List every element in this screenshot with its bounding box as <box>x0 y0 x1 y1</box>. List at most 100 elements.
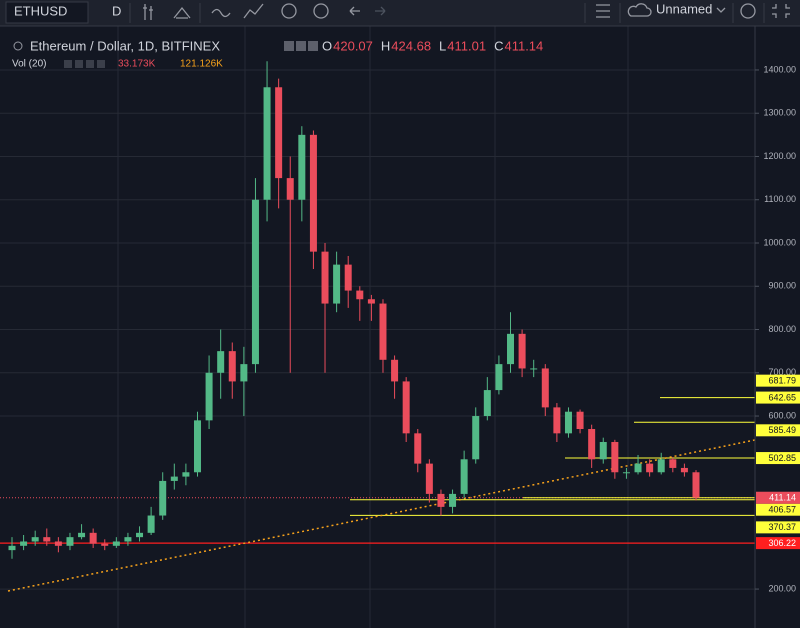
candle-body <box>101 543 109 546</box>
candle-body <box>20 541 28 546</box>
candle-body <box>333 264 341 304</box>
chart-type-icon[interactable] <box>243 3 264 19</box>
legend-button[interactable] <box>296 41 306 51</box>
level-box <box>756 537 800 550</box>
dropdown-icon[interactable] <box>716 7 726 13</box>
candle-body <box>356 290 364 300</box>
last-price-box <box>756 491 800 504</box>
ohlc-value: 424.68 <box>391 38 431 53</box>
candle-body <box>275 87 283 179</box>
levels <box>0 397 755 544</box>
candle-body <box>588 429 596 460</box>
candle-body <box>646 463 654 473</box>
candle-body <box>66 537 74 546</box>
y-tick-label: 700.00 <box>768 367 796 377</box>
volume-name: Vol (20) <box>12 59 46 70</box>
level-box <box>756 452 800 465</box>
compare-icon[interactable] <box>211 8 231 18</box>
candle-body <box>449 493 457 507</box>
toolbar-icons[interactable] <box>143 3 790 20</box>
y-tick-label: 1400.00 <box>763 64 796 74</box>
candle-body <box>507 333 515 365</box>
y-tick-label: 1200.00 <box>763 151 796 161</box>
legend-buttons[interactable] <box>284 41 318 51</box>
candle-body <box>437 493 445 507</box>
candles <box>8 61 700 559</box>
level-label: 306.22 <box>768 538 796 548</box>
candle-body <box>54 541 62 546</box>
candle-body <box>159 480 167 516</box>
candle-body <box>634 463 642 473</box>
level-label: 642.65 <box>768 392 796 402</box>
candle-body <box>321 251 329 304</box>
legend-button[interactable] <box>86 60 94 68</box>
legend-button[interactable] <box>97 60 105 68</box>
symbol[interactable]: ETHUSD <box>14 3 67 18</box>
cloud-icon[interactable] <box>627 3 652 17</box>
toolbar-separators <box>129 3 765 23</box>
level-box <box>756 424 800 437</box>
candle-body <box>78 532 86 538</box>
replay-icon[interactable] <box>313 3 329 19</box>
legend-button[interactable] <box>75 60 83 68</box>
layout-name[interactable]: Unnamed <box>656 1 712 16</box>
y-tick-label: 900.00 <box>768 281 796 291</box>
candle-body <box>599 441 607 460</box>
candle-body <box>622 472 630 474</box>
candle-body <box>309 134 317 252</box>
candle-body <box>205 372 213 421</box>
volume-buttons[interactable] <box>64 60 105 68</box>
candle-body <box>43 537 51 542</box>
symbol-box[interactable] <box>5 1 89 24</box>
candle-body <box>692 472 700 498</box>
legend-button[interactable] <box>64 60 72 68</box>
interval[interactable]: D <box>112 3 121 18</box>
y-tick-label: 800.00 <box>768 324 796 334</box>
candle-body <box>425 463 433 494</box>
settings-icon[interactable] <box>740 3 756 19</box>
level-label: 502.85 <box>768 453 796 463</box>
undo-icon[interactable] <box>349 6 360 16</box>
volume-ma-value: 121.126K <box>180 59 223 70</box>
candle-body <box>298 134 306 200</box>
candle-body <box>391 359 399 382</box>
level-label: 681.79 <box>768 376 796 386</box>
legend-icon[interactable] <box>13 41 23 51</box>
candle-body <box>541 368 549 408</box>
candle-body <box>518 333 526 369</box>
legend-button[interactable] <box>284 41 294 51</box>
candle-body <box>263 87 271 200</box>
alert-icon[interactable] <box>281 3 297 19</box>
volume-value: 33.173K <box>118 59 156 70</box>
indicators-icon[interactable] <box>173 6 191 19</box>
trend-line <box>7 439 756 592</box>
ohlc-key: H <box>381 38 390 53</box>
level-box <box>756 503 800 516</box>
y-tick-label: 1300.00 <box>763 108 796 118</box>
toolbar <box>0 0 800 26</box>
candle-body <box>31 537 39 542</box>
redo-icon[interactable] <box>375 6 386 16</box>
candle-body <box>251 199 259 365</box>
candle-body <box>147 515 155 533</box>
ohlc-value: 411.01 <box>447 38 486 53</box>
candle-body <box>669 459 677 468</box>
ohlc-key: C <box>494 38 503 53</box>
candle-body <box>483 390 491 417</box>
candle-body <box>530 368 538 370</box>
candle-body <box>124 537 132 542</box>
candle-body <box>8 545 16 551</box>
level-box <box>756 374 800 387</box>
candle-body <box>228 351 236 382</box>
legend-button[interactable] <box>308 41 318 51</box>
candle-body <box>576 411 584 430</box>
candle-body <box>344 264 352 291</box>
fullscreen-icon[interactable] <box>772 4 790 18</box>
layout-icon[interactable] <box>596 4 610 18</box>
price-axis: 1400.00 1300.00 1200.00 1100.00 1000.00 900.0… <box>755 64 796 593</box>
candle-icon[interactable] <box>143 4 153 20</box>
y-tick-label: 600.00 <box>768 410 796 420</box>
candle-body <box>472 416 480 460</box>
